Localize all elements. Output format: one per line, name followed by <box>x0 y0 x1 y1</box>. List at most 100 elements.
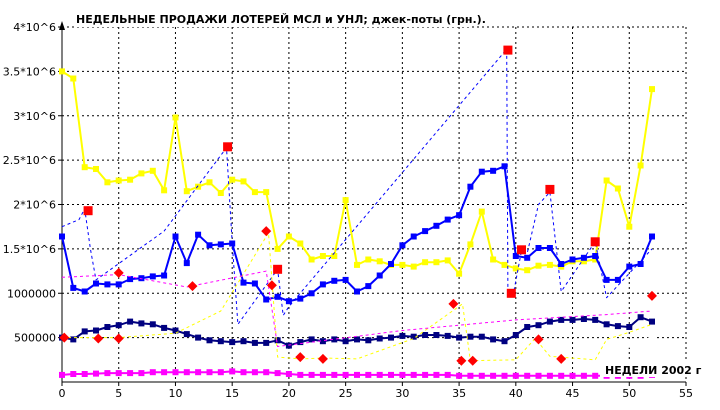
data-point <box>195 369 202 376</box>
jackpot-square-marker <box>273 264 283 274</box>
x-axis-label-background <box>600 362 698 377</box>
data-point <box>512 372 519 379</box>
data-point <box>93 370 99 377</box>
data-point <box>376 258 383 265</box>
data-point <box>376 335 383 342</box>
data-point <box>104 324 111 330</box>
data-point <box>637 162 644 169</box>
data-point <box>195 183 202 190</box>
series-line <box>61 270 653 347</box>
data-point <box>501 372 508 379</box>
data-point <box>614 185 621 192</box>
data-point <box>115 177 122 184</box>
grid <box>62 26 687 382</box>
series-group <box>59 48 655 379</box>
data-point <box>138 320 145 327</box>
data-point <box>478 333 485 340</box>
data-point <box>354 371 360 378</box>
data-point <box>206 242 213 249</box>
data-point <box>161 272 168 279</box>
data-point <box>331 336 338 343</box>
y-tick-label: 3*10^6 <box>13 110 56 123</box>
jackpot-diamond-marker <box>533 334 544 345</box>
series-4 <box>603 329 655 348</box>
jackpot-diamond-marker <box>467 355 478 366</box>
data-point <box>649 333 655 340</box>
data-point <box>580 372 587 379</box>
x-tick-label: 55 <box>679 387 693 400</box>
series-1 <box>59 163 655 305</box>
data-point <box>115 370 122 377</box>
data-point <box>456 212 463 219</box>
data-point <box>490 167 497 174</box>
data-point <box>274 337 281 344</box>
data-point <box>626 263 633 270</box>
series-2 <box>59 314 655 349</box>
data-point <box>285 233 292 240</box>
data-point <box>319 281 326 288</box>
data-point <box>399 371 406 378</box>
data-point <box>546 261 553 268</box>
data-point <box>195 334 202 341</box>
x-tick-label: 5 <box>115 387 122 400</box>
jackpot-diamond-marker <box>456 355 467 366</box>
data-point <box>546 318 553 325</box>
data-point <box>251 339 258 346</box>
data-point <box>433 371 440 378</box>
data-point <box>637 261 644 267</box>
data-point <box>410 263 417 270</box>
data-point <box>331 253 338 259</box>
data-point <box>569 316 576 323</box>
data-point <box>637 339 644 346</box>
data-point <box>81 164 88 171</box>
data-point <box>569 256 576 263</box>
data-point <box>206 179 213 186</box>
x-tick-label: 20 <box>282 387 296 400</box>
data-point <box>444 332 451 339</box>
data-point <box>410 371 417 378</box>
data-point <box>365 371 372 378</box>
data-point <box>206 369 213 376</box>
data-point <box>251 280 258 287</box>
data-point <box>501 261 508 268</box>
data-point <box>558 316 565 323</box>
y-tick-label: 3.5*10^6 <box>3 65 56 78</box>
data-point <box>308 336 315 343</box>
data-point <box>524 372 531 379</box>
x-tick-label: 35 <box>452 387 466 400</box>
data-point <box>592 372 599 379</box>
data-point <box>81 328 88 335</box>
x-tick-label: 50 <box>622 387 636 400</box>
jackpot-square-marker <box>503 45 513 55</box>
data-point <box>444 216 451 223</box>
data-point <box>297 371 304 378</box>
data-point <box>127 176 134 183</box>
data-point <box>81 288 88 295</box>
data-point <box>410 233 417 240</box>
jackpot-diamond-marker <box>295 352 306 363</box>
data-point <box>172 114 179 121</box>
jackpot-diamond-marker <box>187 281 198 292</box>
data-point <box>217 369 224 376</box>
data-point <box>263 189 270 196</box>
y-tick-label: 2*10^6 <box>13 199 56 212</box>
data-point <box>456 334 463 341</box>
data-point <box>81 371 88 377</box>
data-point <box>297 339 304 346</box>
data-point <box>478 168 485 175</box>
data-point <box>422 371 429 378</box>
y-tick-label: 1.5*10^6 <box>3 243 56 256</box>
data-point <box>501 163 508 170</box>
data-point <box>535 372 542 379</box>
data-point <box>308 256 315 263</box>
data-point <box>433 259 440 266</box>
data-point <box>524 324 531 330</box>
data-point <box>467 372 474 379</box>
data-point <box>614 339 621 346</box>
data-point <box>388 261 394 267</box>
data-point <box>161 187 168 194</box>
data-point <box>399 261 406 268</box>
y-tick-label: 500000 <box>14 332 56 345</box>
data-point <box>580 258 587 265</box>
